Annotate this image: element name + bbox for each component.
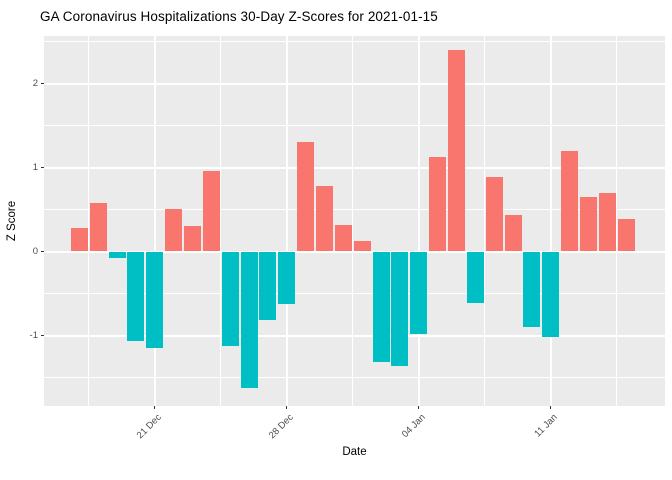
bar [165, 208, 183, 252]
x-tick-mark [285, 406, 288, 409]
y-tick-label: 0 [32, 245, 38, 257]
y-tick-mark [41, 250, 44, 252]
bar [561, 150, 579, 252]
y-tick-mark [41, 82, 44, 84]
bar [598, 192, 616, 252]
x-major-gridline [285, 36, 288, 406]
bar [523, 251, 541, 328]
bar [89, 202, 107, 252]
bar [146, 251, 164, 349]
x-major-gridline [549, 36, 552, 406]
bar [240, 251, 258, 389]
y-major-gridline [44, 82, 665, 85]
x-tick-mark [153, 406, 156, 409]
y-minor-gridline [44, 209, 665, 210]
y-tick-mark [41, 166, 44, 168]
bar [70, 227, 88, 252]
x-minor-gridline [484, 36, 486, 406]
bar [202, 170, 220, 252]
x-tick-mark [417, 406, 420, 409]
bar [617, 218, 635, 252]
bar [297, 142, 315, 252]
x-minor-gridline [616, 36, 618, 406]
y-tick-mark [41, 334, 44, 336]
y-major-gridline [44, 334, 665, 337]
y-major-gridline [44, 166, 665, 169]
y-tick-label: 2 [32, 77, 38, 89]
bar [127, 251, 145, 341]
x-major-gridline [417, 36, 420, 406]
bar [353, 241, 371, 252]
bar [504, 215, 522, 252]
bar [184, 226, 202, 252]
x-axis-title: Date [342, 446, 367, 458]
bar [485, 176, 503, 252]
bar [391, 251, 409, 366]
y-tick-label: 1 [32, 161, 38, 173]
bar [278, 251, 296, 305]
bar [580, 196, 598, 252]
chart-title: GA Coronavirus Hospitalizations 30-Day Z… [40, 9, 438, 24]
bar [259, 251, 277, 320]
bar [448, 49, 466, 252]
y-major-gridline [44, 250, 665, 253]
plot-panel [44, 36, 665, 406]
y-tick-label: -1 [29, 329, 38, 341]
bar [316, 185, 334, 252]
bar [334, 225, 352, 252]
bar [108, 251, 126, 259]
bar [429, 157, 447, 252]
y-axis-title: Z Score [6, 200, 18, 242]
y-minor-gridline [44, 125, 665, 126]
bar [221, 251, 239, 347]
x-minor-gridline [352, 36, 354, 406]
y-minor-gridline [44, 41, 665, 42]
y-minor-gridline [44, 377, 665, 378]
bar [466, 251, 484, 303]
bar [410, 251, 428, 334]
y-minor-gridline [44, 293, 665, 294]
x-major-gridline [153, 36, 156, 406]
x-minor-gridline [220, 36, 222, 406]
x-tick-mark [549, 406, 552, 409]
x-minor-gridline [88, 36, 90, 406]
bar [372, 251, 390, 363]
bar [542, 251, 560, 338]
